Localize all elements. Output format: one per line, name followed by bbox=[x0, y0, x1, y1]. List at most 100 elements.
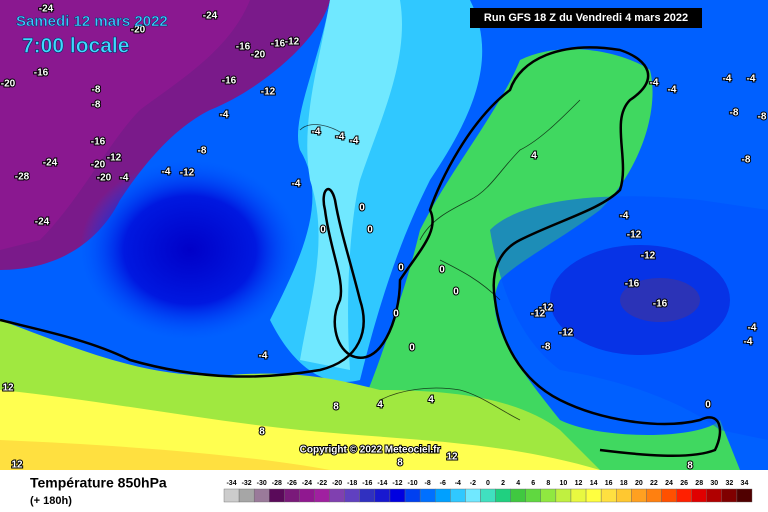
contour-label: 8 bbox=[259, 427, 265, 438]
contour-label: -16 bbox=[625, 279, 640, 290]
run-box bbox=[470, 8, 702, 28]
contour-label: -20 bbox=[91, 160, 106, 171]
scale-swatch bbox=[389, 488, 406, 503]
scale-label: -32 bbox=[242, 480, 252, 487]
contour-label: -8 bbox=[92, 85, 101, 96]
contour-label: -16 bbox=[34, 68, 49, 79]
scale-label: 4 bbox=[516, 480, 520, 487]
contour-label: -4 bbox=[620, 211, 629, 222]
scale-label: -10 bbox=[408, 480, 418, 487]
coastlines bbox=[299, 99, 581, 421]
scale-swatch bbox=[736, 488, 753, 503]
scale-swatch bbox=[585, 488, 602, 503]
scale-label: 0 bbox=[486, 480, 490, 487]
contour-label: 0 bbox=[367, 225, 373, 236]
scale-label: 30 bbox=[710, 480, 718, 487]
scale-label: -2 bbox=[470, 480, 476, 487]
contour-label: -8 bbox=[92, 100, 101, 111]
contour-label: 12 bbox=[446, 452, 458, 463]
forecast-time: 7:00 locale bbox=[22, 35, 129, 58]
legend-subtitle: (+ 180h) bbox=[30, 495, 72, 507]
contour-label: -4 bbox=[748, 323, 757, 334]
contour-label: -24 bbox=[43, 158, 58, 169]
scale-label: 18 bbox=[620, 480, 628, 487]
contour-label: -4 bbox=[259, 351, 268, 362]
contour-label: 4 bbox=[531, 151, 537, 162]
contour-label: -4 bbox=[312, 127, 321, 138]
scale-swatch bbox=[721, 488, 738, 503]
contour-label: -20 bbox=[1, 79, 16, 90]
color-scale: -34 -32 -30 -28 -26 -24 -22 -20 -18 -16 -14 -12 -10-… bbox=[223, 480, 753, 503]
contour-label: -16 bbox=[91, 137, 106, 148]
scale-swatch bbox=[404, 488, 421, 503]
contour-label: -16 bbox=[271, 39, 286, 50]
zero-isotherm bbox=[0, 46, 722, 457]
contour-label: -16 bbox=[236, 42, 251, 53]
scale-label: 20 bbox=[635, 480, 643, 487]
contour-label: -12 bbox=[107, 153, 122, 164]
scale-swatch bbox=[269, 488, 285, 503]
contour-label: -20 bbox=[251, 50, 266, 61]
contour-label: 12 bbox=[11, 460, 23, 471]
scale-swatch bbox=[314, 488, 330, 503]
contour-label: -4 bbox=[668, 85, 677, 96]
scale-swatch bbox=[691, 488, 707, 503]
contour-label: -12 bbox=[559, 328, 574, 339]
scale-label: -8 bbox=[425, 480, 431, 487]
contour-label: 0 bbox=[453, 287, 459, 298]
scale-swatch bbox=[661, 488, 677, 503]
contour-label: -4 bbox=[747, 74, 756, 85]
contour-label: -12 bbox=[285, 37, 300, 48]
scale-swatch bbox=[284, 488, 300, 503]
run-info: Run GFS 18 Z du Vendredi 4 mars 2022 bbox=[484, 12, 688, 24]
scale-label: 24 bbox=[665, 480, 673, 487]
contour-label: -8 bbox=[758, 112, 767, 123]
legend-title: Température 850hPa bbox=[30, 475, 167, 491]
scale-swatch bbox=[631, 488, 647, 503]
scale-label: 10 bbox=[560, 480, 568, 487]
contour-label: 4 bbox=[377, 400, 383, 411]
contour-label: 0 bbox=[409, 343, 415, 354]
contour-label: 0 bbox=[398, 263, 404, 274]
scale-swatch bbox=[525, 488, 542, 503]
scale-swatch bbox=[419, 488, 436, 503]
scale-swatch bbox=[570, 488, 587, 503]
contour-label: -4 bbox=[650, 78, 659, 89]
scale-swatch bbox=[706, 488, 723, 503]
contour-label: -24 bbox=[39, 4, 54, 15]
scale-label: -28 bbox=[272, 480, 282, 487]
scale-swatch bbox=[435, 488, 451, 503]
scale-swatch bbox=[646, 488, 662, 503]
contour-label: -16 bbox=[653, 299, 668, 310]
contour-label: -4 bbox=[120, 173, 129, 184]
contour-label: -8 bbox=[742, 155, 751, 166]
scale-swatch bbox=[495, 488, 511, 503]
contour-label: -4 bbox=[336, 132, 345, 143]
contour-label: -4 bbox=[162, 167, 171, 178]
contour-label: 8 bbox=[397, 458, 403, 469]
scale-swatch bbox=[253, 488, 270, 503]
contour-label: -12 bbox=[180, 168, 195, 179]
scale-label: -22 bbox=[317, 480, 327, 487]
contour-label: -16 bbox=[222, 76, 237, 87]
contour-label: -24 bbox=[35, 217, 50, 228]
contour-label: -24 bbox=[203, 11, 218, 22]
contour-label: -20 bbox=[97, 173, 112, 184]
contour-label: 0 bbox=[393, 309, 399, 320]
scale-label: -34 bbox=[226, 480, 236, 487]
scale-label: 28 bbox=[695, 480, 703, 487]
scale-label: 22 bbox=[650, 480, 658, 487]
contour-label: -4 bbox=[744, 337, 753, 348]
contour-label: -20 bbox=[131, 25, 146, 36]
scale-label: 6 bbox=[531, 480, 535, 487]
temperature-field bbox=[0, 0, 768, 471]
scale-swatch bbox=[374, 488, 391, 503]
scale-swatch bbox=[223, 488, 240, 503]
contour-label: -4 bbox=[292, 179, 301, 190]
scale-label: -26 bbox=[287, 480, 297, 487]
contour-label: -8 bbox=[730, 108, 739, 119]
scale-swatch bbox=[344, 488, 360, 503]
contour-label: -4 bbox=[220, 110, 229, 121]
scale-label: -30 bbox=[257, 480, 267, 487]
